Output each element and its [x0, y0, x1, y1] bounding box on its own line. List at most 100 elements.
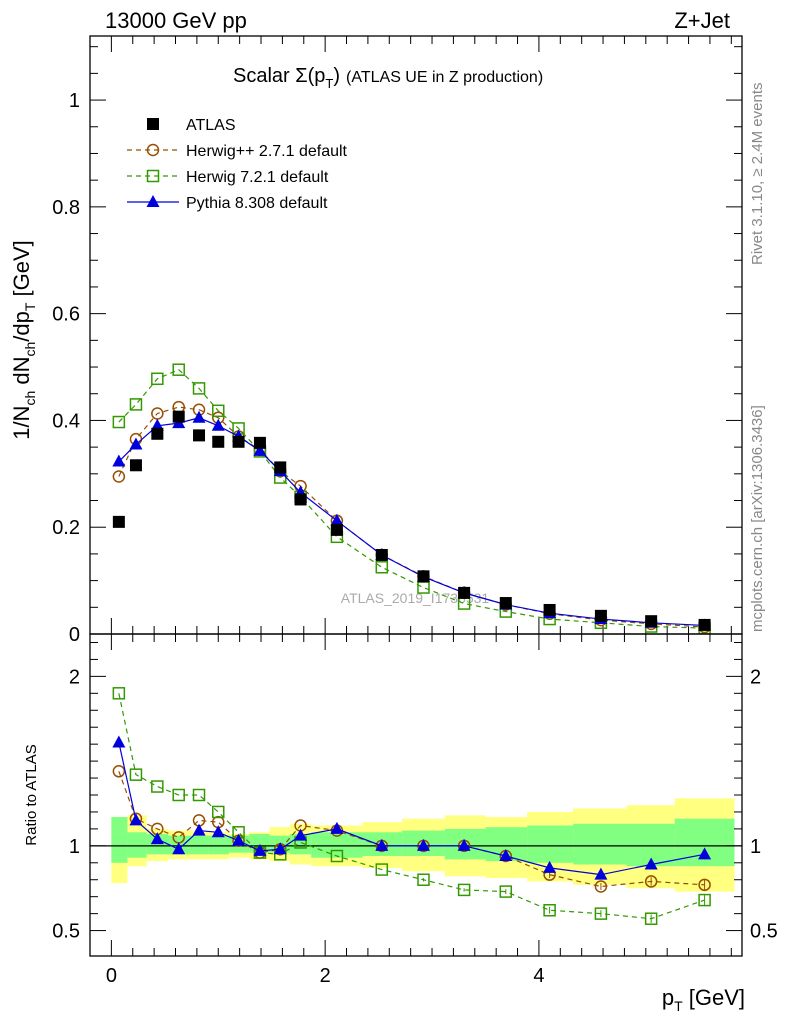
main-pythia-8-308-default-point [112, 454, 126, 467]
x-tick-label: 0 [106, 965, 117, 987]
header-right: Z+Jet [674, 8, 730, 33]
legend-item: Herwig 7.2.1 default [127, 169, 329, 186]
ratio-herwig-2-7-1-default-point [644, 875, 658, 888]
ratio-pythia-8-308-default-point [330, 821, 344, 834]
main-atlas-point [698, 618, 711, 631]
main-atlas-point [543, 603, 556, 616]
y-tick-label: 0.8 [52, 197, 80, 219]
main-pythia-8-308-default-point [253, 443, 267, 456]
ratio-herwig-2-7-1-default-point [112, 765, 126, 778]
legend-marker [147, 118, 159, 130]
watermark: ATLAS_2019_I1736531 [341, 590, 490, 606]
ratio-pythia-8-308-default-point [457, 838, 471, 851]
main-pythia-8-308-default-point [211, 418, 225, 431]
ratio-herwig-7-2-1-default-point [192, 788, 206, 802]
ratio-pythia-8-308-default-point [294, 828, 308, 841]
main-herwig-2-7-1-default-point [112, 470, 126, 483]
ratio-y-axis-label: Ratio to ATLAS [23, 744, 40, 845]
main-herwig-7-2-1-default-point [112, 415, 126, 429]
ratio-pythia-8-308-default-point [112, 735, 126, 748]
ratio-pythia-8-308-default-point [416, 838, 430, 851]
x-axis-label: pT [GeV] [662, 985, 745, 1014]
band-green [146, 833, 169, 855]
main-pythia-8-308-default-point [192, 410, 206, 423]
y-tick-label: 0.6 [52, 304, 80, 326]
ratio-herwig-2-7-1-default-point [594, 880, 608, 893]
main-atlas-point [458, 586, 471, 599]
main-herwig-7-2-1-default-point [192, 382, 206, 395]
band-green [188, 835, 209, 855]
ratio-y-tick-label-right: 2 [750, 666, 761, 688]
ratio-y-tick-label-right: 1 [750, 836, 761, 858]
y-tick-label: 1 [69, 90, 80, 112]
main-atlas-point [645, 615, 658, 628]
x-tick-label: 4 [533, 965, 544, 987]
main-atlas-point [212, 435, 225, 448]
main-pythia-8-308-default-point [330, 513, 344, 526]
ratio-pythia-8-308-default-point [499, 849, 513, 862]
ratio-herwig-7-2-1-default-point [644, 912, 658, 925]
main-atlas-point [172, 410, 185, 423]
ratio-pythia-8-308-default-point [594, 867, 608, 880]
band-green [527, 825, 574, 863]
ratio-pythia-8-308-default-point [172, 842, 186, 855]
ratio-pythia-8-308-default-point [644, 857, 658, 870]
ratio-herwig-7-2-1-default-point [375, 863, 389, 876]
main-atlas-point [151, 427, 164, 440]
main-atlas-point [294, 493, 307, 506]
ratio-pythia-8-308-default-point [375, 838, 389, 851]
main-pythia-8-308-default-point [150, 418, 164, 431]
legend-marker [146, 143, 160, 157]
main-pythia-8-308-default-point [129, 437, 143, 450]
ratio-pythia-8-308-default-point [150, 832, 164, 845]
ratio-pythia-8-308-default-point [543, 860, 557, 873]
main-herwig-7-2-1-default-point [151, 372, 164, 386]
ratio-herwig-7-2-1-default-point [417, 873, 430, 886]
ratio-herwig-7-2-1-default-point [212, 805, 225, 819]
ratio-herwig-2-7-1-default-line [118, 771, 705, 888]
y-tick-label: 0.2 [52, 517, 80, 539]
main-atlas-point [274, 461, 287, 474]
ratio-pythia-8-308-default-point [129, 813, 143, 826]
legend-label: Pythia 8.308 default [186, 195, 328, 212]
band-green [111, 817, 128, 863]
main-atlas-point [330, 523, 343, 536]
ratio-herwig-7-2-1-default-point [698, 893, 711, 907]
main-atlas-point [253, 436, 266, 449]
main-atlas-point [594, 609, 607, 622]
rivet-label: Rivet 3.1.10, ≥ 2.4M events [749, 83, 766, 266]
main-herwig-7-2-1-default-point [129, 398, 143, 411]
ratio-herwig-7-2-1-default-point [499, 885, 513, 898]
main-herwig-7-2-1-default-point [375, 561, 389, 574]
ratio-herwig-7-2-1-default-point [172, 788, 185, 802]
ratio-herwig-7-2-1-default-point [457, 883, 471, 897]
legend-marker [146, 195, 160, 207]
legend-item: ATLAS [147, 117, 236, 134]
y-tick-label: 0 [69, 624, 80, 646]
main-atlas-point [417, 570, 430, 583]
main-title: Scalar Σ(pT) (ATLAS UE in Z production) [233, 65, 543, 91]
ratio-herwig-7-2-1-default-point [129, 768, 143, 781]
x-tick-label: 2 [320, 965, 331, 987]
main-atlas-point [499, 597, 512, 610]
ratio-y-tick-label: 2 [69, 666, 80, 688]
legend-label: ATLAS [186, 117, 236, 134]
legend-label: Herwig++ 2.7.1 default [186, 143, 348, 160]
ratio-herwig-7-2-1-default-point [330, 849, 344, 863]
ratio-herwig-7-2-1-default-point [594, 907, 608, 920]
ratio-panel: 0 2 4 0.5 0.5 1 1 2 2 [52, 633, 778, 987]
ratio-pythia-8-308-default-point [211, 825, 225, 838]
main-herwig-7-2-1-default-point [212, 404, 225, 418]
main-y-axis-label: 1/Nch dNch/dpT [GeV] [9, 240, 38, 440]
band-green [573, 823, 627, 865]
main-atlas-point [129, 459, 142, 472]
ratio-pythia-8-308-default-point [253, 843, 267, 856]
band-green [208, 835, 229, 855]
ratio-y-tick-label: 0.5 [52, 921, 80, 943]
ratio-herwig-7-2-1-default-point [112, 687, 126, 700]
y-tick-label: 0.4 [52, 410, 80, 432]
legend-item: Herwig++ 2.7.1 default [127, 143, 348, 160]
main-atlas-point [193, 429, 206, 442]
ratio-pythia-8-308-default-point [698, 847, 712, 860]
